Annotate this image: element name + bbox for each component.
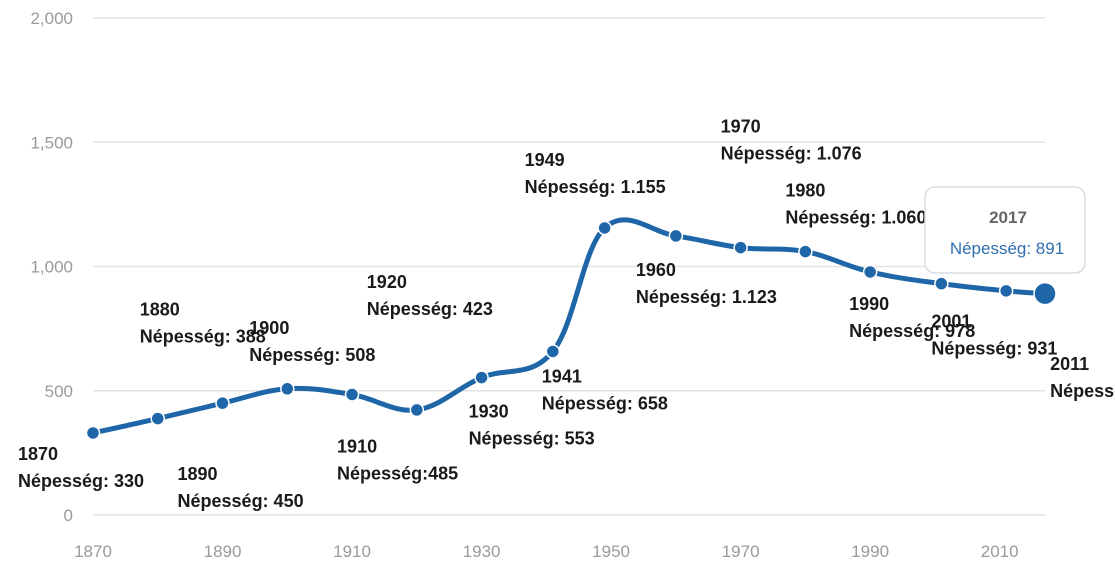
data-label-value: Népesség: 330 xyxy=(18,471,144,491)
data-point[interactable] xyxy=(280,381,295,397)
data-point[interactable] xyxy=(934,276,949,291)
data-label-value: Népesség: 1.155 xyxy=(525,177,666,197)
data-point[interactable] xyxy=(545,344,561,359)
data-label-value: Népesség: 1.123 xyxy=(636,287,777,307)
data-label-value: Népesség: 423 xyxy=(367,299,493,319)
data-label-year: 1930 xyxy=(469,402,509,422)
data-label-year: 1949 xyxy=(525,150,565,170)
data-label-year: 1890 xyxy=(178,464,218,484)
data-label-value: Népesség: 1.076 xyxy=(721,144,862,164)
data-label-value: Népesség:485 xyxy=(337,463,458,483)
data-point[interactable] xyxy=(215,395,230,411)
y-tick-label: 2,000 xyxy=(30,9,73,28)
y-axis: 0 500 1,000 1,500 2,000 xyxy=(30,9,73,525)
data-point[interactable] xyxy=(150,411,166,426)
grid xyxy=(93,17,1045,516)
y-tick-label: 1,500 xyxy=(30,133,73,152)
data-label-year: 1970 xyxy=(721,117,761,137)
data-label-year: 1960 xyxy=(636,260,676,280)
data-point[interactable] xyxy=(344,387,360,402)
tooltip: 2017 Népesség: 891 xyxy=(924,186,1086,274)
data-labels: 1870 Népesség: 330 1880 Népesség: 388 1890 Né… xyxy=(18,117,1115,512)
data-point[interactable] xyxy=(597,220,612,236)
data-point[interactable] xyxy=(668,228,684,244)
x-tick-label: 1950 xyxy=(592,542,630,561)
tooltip-box xyxy=(924,186,1086,274)
data-label-year: 1990 xyxy=(849,294,889,314)
data-label-value: Népesség: 553 xyxy=(469,429,595,449)
data-point[interactable] xyxy=(474,370,489,385)
x-axis: 1870 1890 1910 1930 1950 1970 1990 2010 xyxy=(74,542,1018,561)
data-point[interactable] xyxy=(798,244,813,259)
data-label-year: 1980 xyxy=(785,181,825,201)
y-tick-label: 0 xyxy=(64,506,73,525)
data-label-value: Népesség: 931 xyxy=(931,339,1057,359)
data-point[interactable] xyxy=(85,425,101,441)
data-label-value: Népesség: 978 xyxy=(849,321,975,341)
data-label-year: 1920 xyxy=(367,272,407,292)
data-label-value: Népesség: 658 xyxy=(542,393,668,413)
data-point[interactable] xyxy=(998,283,1014,299)
data-label-year: 1880 xyxy=(140,300,180,320)
data-point[interactable] xyxy=(409,402,425,418)
x-tick-label: 1890 xyxy=(204,542,242,561)
data-label-year: 1941 xyxy=(542,366,582,386)
data-points xyxy=(85,220,1057,441)
data-label-value: Népesség: 508 xyxy=(249,345,375,365)
data-label-year: 2001 xyxy=(931,312,971,332)
data-point[interactable] xyxy=(733,240,748,255)
data-label-value: Népesség: 902 xyxy=(1050,381,1115,401)
tooltip-year: 2017 xyxy=(989,208,1027,227)
tooltip-value: Népesség: 891 xyxy=(950,239,1064,258)
x-tick-label: 1930 xyxy=(463,542,501,561)
x-tick-label: 1990 xyxy=(851,542,889,561)
data-label-value: Népesség: 388 xyxy=(140,327,266,347)
x-tick-label: 1870 xyxy=(74,542,112,561)
data-point[interactable] xyxy=(862,264,878,280)
y-tick-label: 500 xyxy=(45,382,73,401)
data-label-year: 1910 xyxy=(337,436,377,456)
data-label-value: Népesség: 1.060 xyxy=(785,208,926,228)
highlighted-point[interactable] xyxy=(1033,281,1057,306)
data-label-year: 2011 xyxy=(1050,354,1089,374)
population-series-line xyxy=(90,217,1048,436)
x-tick-label: 2010 xyxy=(981,542,1019,561)
y-tick-label: 1,000 xyxy=(30,258,73,277)
x-tick-label: 1970 xyxy=(722,542,760,561)
data-label-value: Népesség: 450 xyxy=(178,491,304,511)
data-label-year: 1870 xyxy=(18,444,58,464)
data-label-year: 1900 xyxy=(249,318,289,338)
x-tick-label: 1910 xyxy=(333,542,371,561)
